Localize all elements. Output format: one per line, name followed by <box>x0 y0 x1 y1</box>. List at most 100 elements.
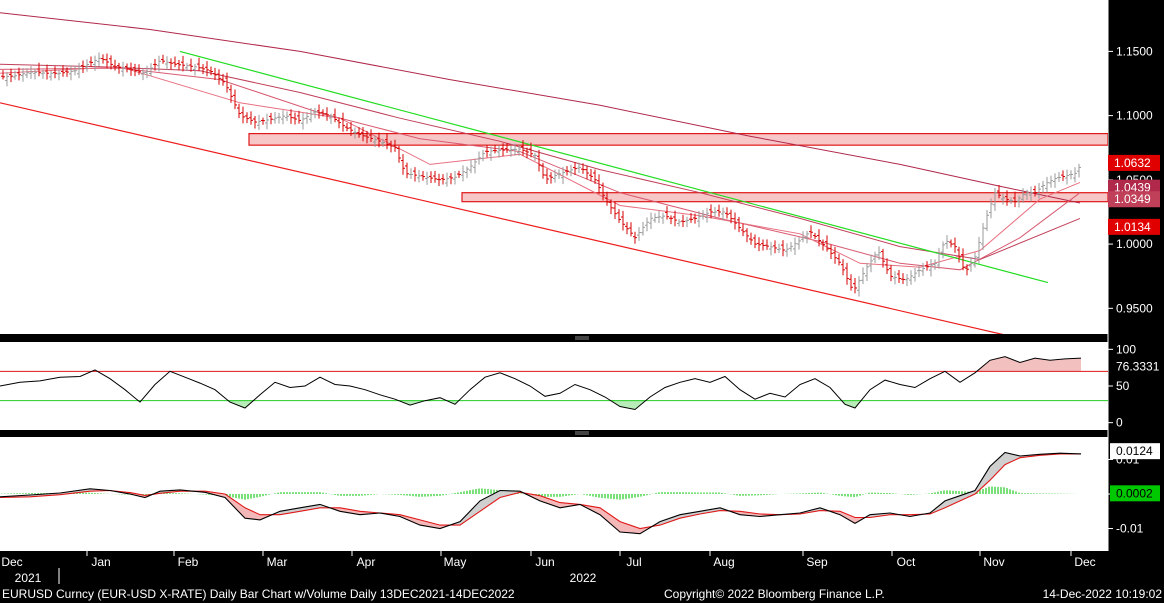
ohlc-bar <box>793 237 797 256</box>
ohlc-bar <box>29 66 33 79</box>
ohlc-bar <box>421 171 425 181</box>
ohlc-bar <box>1065 169 1069 185</box>
ohlc-bar <box>461 165 465 182</box>
ohlc-bar <box>937 247 941 269</box>
ohlc-bar <box>249 111 253 125</box>
ohlc-bar <box>817 229 821 247</box>
ohlc-bar <box>673 210 677 227</box>
ohlc-bar <box>605 191 609 206</box>
ohlc-bar <box>737 216 741 233</box>
splitter-grip-2[interactable] <box>575 431 589 435</box>
lower-channel-line <box>0 102 1004 334</box>
ohlc-bar <box>357 127 361 138</box>
ohlc-bar <box>345 123 349 132</box>
ohlc-bar <box>477 151 481 165</box>
ohlc-bar <box>441 174 445 185</box>
ohlc-bar <box>745 228 749 243</box>
ohlc-bar <box>485 145 489 158</box>
ohlc-bar <box>1053 173 1057 188</box>
ohlc-bar <box>245 112 249 124</box>
ohlc-bar <box>225 72 229 93</box>
ohlc-bar <box>909 270 913 285</box>
ohlc-bar <box>49 70 53 81</box>
panel-splitter-1[interactable] <box>0 334 1108 342</box>
ohlc-bar <box>277 112 281 124</box>
ohlc-bar <box>557 169 561 179</box>
ohlc-bar <box>353 127 357 139</box>
ohlc-bar <box>965 264 969 276</box>
price-y-tick-label: 1.0000 <box>1116 237 1153 251</box>
x-month-label: Jan <box>91 555 110 569</box>
ohlc-bar <box>73 66 77 76</box>
ohlc-bar <box>609 199 613 215</box>
ohlc-bar <box>5 71 9 87</box>
ohlc-bar <box>577 162 581 173</box>
ohlc-bar <box>809 225 813 239</box>
ohlc-bar <box>97 52 101 67</box>
ohlc-bar <box>1037 182 1041 199</box>
ohlc-bar <box>1021 188 1025 203</box>
ohlc-bar <box>677 218 681 227</box>
ohlc-bar <box>541 162 545 179</box>
ohlc-bar <box>253 116 257 129</box>
ohlc-bar <box>377 132 381 148</box>
ohlc-bar <box>145 65 149 79</box>
ohlc-bar <box>229 84 233 103</box>
ohlc-bar <box>169 58 173 70</box>
ohlc-bar <box>181 55 185 72</box>
ohlc-bar <box>321 109 325 117</box>
ohlc-bar <box>449 172 453 185</box>
ohlc-bar <box>849 274 853 291</box>
ohlc-bar <box>805 230 809 244</box>
ohlc-bar <box>329 113 333 124</box>
ohlc-bar <box>221 73 225 86</box>
x-month-label: Aug <box>713 555 734 569</box>
ohlc-bar <box>77 62 81 79</box>
ohlc-bar <box>913 268 917 282</box>
green-trendline <box>179 50 1049 284</box>
ohlc-bar <box>265 113 269 130</box>
ohlc-bar <box>21 68 25 82</box>
ohlc-bar <box>833 246 837 264</box>
x-month-label: Nov <box>983 555 1004 569</box>
ohlc-bar <box>813 232 817 240</box>
ohlc-bar <box>13 70 17 80</box>
ohlc-bar <box>209 66 213 76</box>
x-year-label: 2021 <box>15 571 42 585</box>
ohlc-bar <box>269 112 273 125</box>
rsi-current-value: 76.3331 <box>1116 360 1160 374</box>
ohlc-bar <box>757 237 761 252</box>
ohlc-bar <box>1045 176 1049 193</box>
ohlc-bar <box>637 227 641 241</box>
ohlc-bar <box>597 174 601 194</box>
ohlc-bar <box>413 167 417 182</box>
ohlc-bar <box>1077 163 1081 178</box>
ohlc-bar <box>877 246 881 260</box>
ohlc-bar <box>661 212 665 224</box>
ohlc-bar <box>697 210 701 228</box>
ohlc-bar <box>993 187 997 211</box>
ohlc-bar <box>781 240 785 257</box>
ohlc-bar <box>417 169 421 183</box>
ohlc-bar <box>629 222 633 237</box>
rsi-y-tick-label: 0 <box>1116 416 1123 430</box>
ohlc-bar <box>553 169 557 183</box>
price-tag-bg <box>1108 154 1160 171</box>
right-axis-area <box>1108 0 1164 551</box>
ohlc-bar <box>1069 170 1073 180</box>
splitter-grip-1[interactable] <box>575 336 589 340</box>
ohlc-bar <box>905 274 909 287</box>
ohlc-bar <box>769 242 773 256</box>
rsi-y-tick-label: 50 <box>1116 379 1130 393</box>
ohlc-bar <box>425 171 429 185</box>
ohlc-bar <box>301 113 305 130</box>
ohlc-bar <box>161 54 165 64</box>
ohlc-bar <box>177 60 181 71</box>
x-month-label: Apr <box>357 555 376 569</box>
ohlc-bar <box>513 143 517 156</box>
ohlc-bar <box>57 70 61 81</box>
ohlc-bar <box>125 63 129 73</box>
rsi-line <box>0 356 1082 411</box>
panel-splitter-2[interactable] <box>0 430 1108 437</box>
ohlc-bar <box>945 235 949 249</box>
